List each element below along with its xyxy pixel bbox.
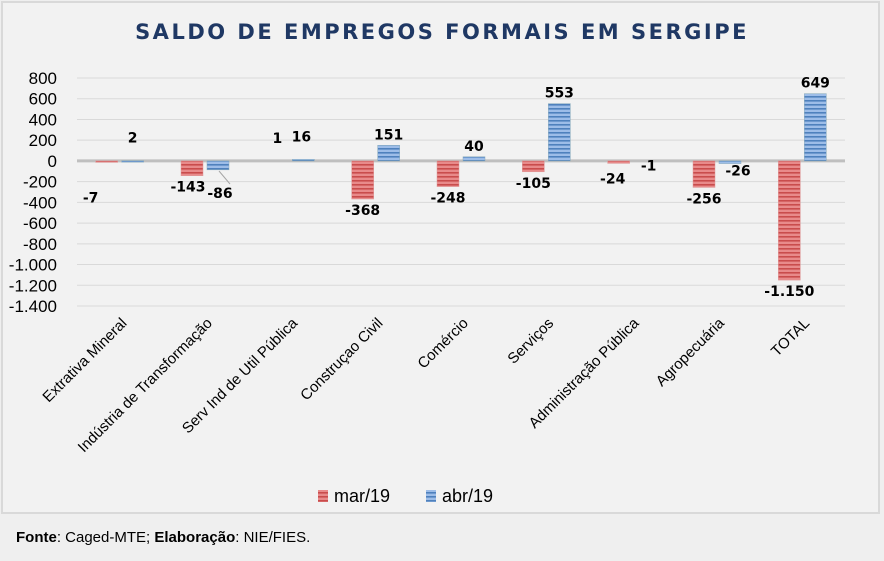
bar-mar-19: [351, 160, 374, 200]
category-label: TOTAL: [768, 315, 813, 360]
bar-abr-19: [121, 160, 144, 163]
legend-label: abr/19: [442, 486, 493, 506]
y-tick-label: -1.400: [9, 297, 57, 316]
data-label: -256: [686, 191, 721, 207]
y-tick-label: -200: [23, 173, 57, 192]
data-label: -105: [516, 176, 551, 192]
elaboration-label: Elaboração: [154, 529, 236, 546]
bar-abr-19: [206, 160, 230, 171]
data-label: -24: [600, 171, 626, 187]
data-label: 2: [128, 131, 138, 147]
data-label: 649: [801, 76, 830, 92]
data-label: 553: [545, 86, 574, 102]
category-label: Serviços: [504, 315, 557, 368]
y-tick-label: -400: [23, 193, 57, 212]
y-tick-label: -1.000: [9, 256, 57, 275]
y-tick-label: 400: [29, 110, 57, 129]
chart-title: SALDO DE EMPREGOS FORMAIS EM SERGIPE: [135, 20, 749, 44]
bar-mar-19: [95, 160, 118, 163]
bar-abr-19: [718, 160, 742, 164]
data-label: -1: [641, 158, 657, 174]
category-label: Construçao Civil: [297, 315, 386, 404]
y-tick-label: 600: [29, 90, 57, 109]
bar-mar-19: [607, 160, 630, 164]
y-tick-label: 0: [48, 152, 57, 171]
y-tick-label: 200: [29, 131, 57, 150]
data-label: 151: [374, 127, 403, 143]
source-note: Fonte: Caged-MTE; Elaboração: NIE/FIES.: [16, 529, 310, 546]
bar-mar-19: [180, 160, 204, 176]
bar-abr-19: [292, 159, 315, 162]
data-label: -26: [725, 164, 750, 180]
legend-swatch-mar-19: [318, 490, 328, 502]
bar-abr-19: [804, 93, 827, 162]
y-tick-label: 800: [29, 69, 57, 88]
category-label: Agropecuária: [653, 314, 729, 390]
y-tick-label: -1.200: [9, 276, 57, 295]
category-label: Comércio: [414, 315, 471, 372]
bar-mar-19: [522, 160, 545, 173]
elaboration-value: : NIE/FIES.: [235, 529, 311, 546]
bar-abr-19: [377, 145, 400, 162]
leader-line: [218, 170, 231, 185]
y-tick-label: -800: [23, 235, 57, 254]
category-label: Extrativa Mineral: [39, 315, 130, 406]
legend-swatch-abr-19: [426, 490, 436, 502]
legend-label: mar/19: [334, 486, 390, 506]
bar-mar-19: [436, 160, 460, 187]
data-label: -7: [83, 190, 99, 206]
data-label: -1.150: [764, 284, 814, 300]
data-label: -368: [345, 203, 380, 219]
source-value: : Caged-MTE;: [56, 529, 155, 546]
data-label: -86: [207, 186, 232, 202]
bar-abr-19: [462, 156, 486, 162]
data-label: -248: [430, 191, 465, 207]
data-label: -143: [170, 180, 205, 196]
chart-frame: [1, 1, 880, 514]
data-label: 40: [464, 139, 484, 155]
bar-mar-19: [692, 160, 716, 188]
bar-abr-19: [548, 103, 571, 162]
data-label: 16: [292, 129, 311, 145]
category-label: Indústria de Transformação: [75, 315, 216, 456]
y-tick-label: -600: [23, 214, 57, 233]
data-label: 1: [272, 131, 282, 147]
bar-mar-19: [778, 160, 801, 281]
source-label: Fonte: [16, 529, 57, 546]
